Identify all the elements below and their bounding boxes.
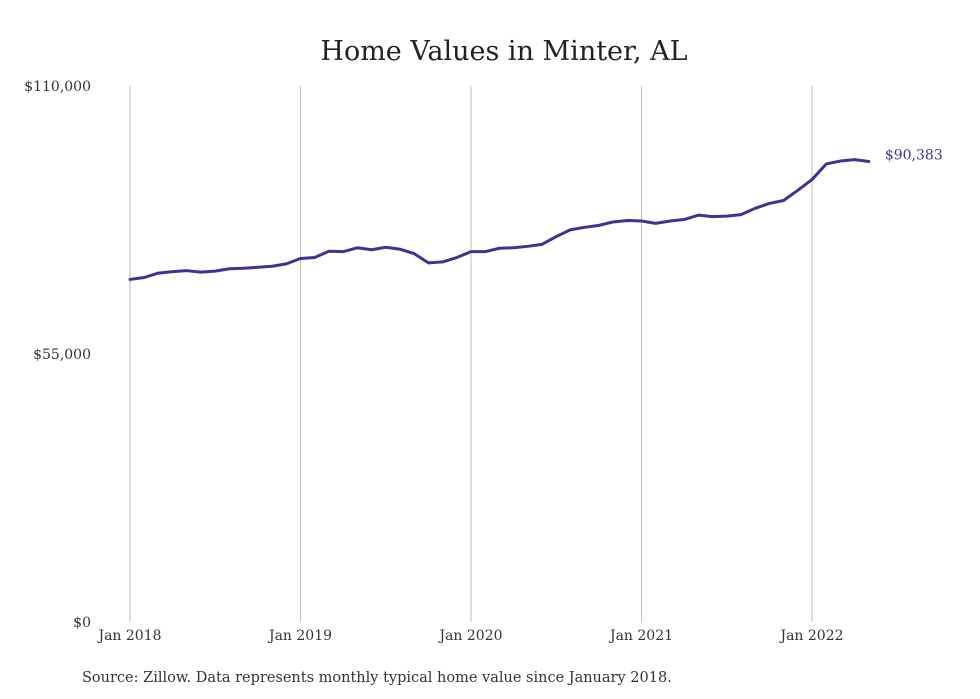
source-note: Source: Zillow. Data represents monthly … [82,670,672,686]
latest-value-label: $90,383 [885,148,943,164]
y-tick-label: $55,000 [33,347,91,363]
y-tick-label: $0 [73,615,91,631]
x-tick-label: Jan 2018 [96,628,161,644]
x-tick-label: Jan 2020 [437,628,502,644]
gridlines [129,86,813,622]
x-tick-label: Jan 2022 [778,628,843,644]
x-tick-label: Jan 2019 [267,628,332,644]
home-value-line [128,158,871,281]
y-tick-label: $110,000 [24,79,91,95]
chart-title: Home Values in Minter, AL [320,36,687,67]
y-axis-ticks: $0 $55,000 $110,000 [24,79,91,631]
x-tick-label: Jan 2021 [608,628,673,644]
x-axis-ticks: Jan 2018 Jan 2019 Jan 2020 Jan 2021 Jan 2022 [96,628,843,644]
